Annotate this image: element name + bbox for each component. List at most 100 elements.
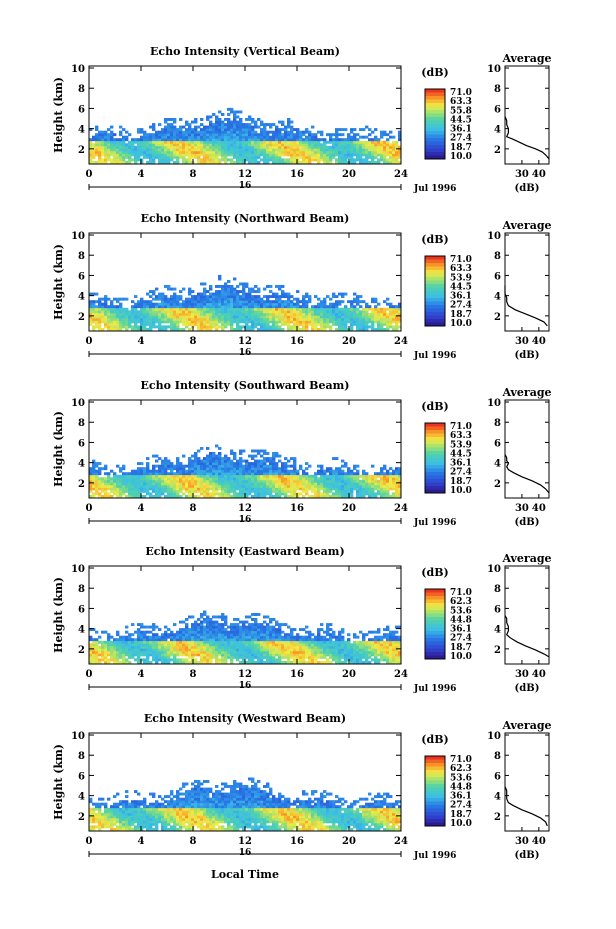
heatmap-cell <box>302 161 306 164</box>
heatmap-cell <box>368 320 372 324</box>
heatmap-cell <box>215 487 219 491</box>
heatmap-cell <box>251 462 255 466</box>
heatmap-cell <box>353 474 357 478</box>
heatmap-cell <box>95 648 99 652</box>
heatmap-cell <box>227 645 231 649</box>
heatmap-cell <box>389 148 393 152</box>
x-tick-label: 8 <box>190 503 197 514</box>
heatmap-cell <box>92 495 96 498</box>
heatmap-cell <box>221 325 225 329</box>
heatmap-cell <box>152 145 156 149</box>
heatmap-cell <box>140 143 144 147</box>
heatmap-cell <box>95 477 99 481</box>
heatmap-cell <box>107 153 111 157</box>
heatmap-cell <box>311 482 315 486</box>
heatmap-cell <box>248 310 252 314</box>
heatmap-cell <box>215 633 219 637</box>
heatmap-cell <box>164 635 168 639</box>
heatmap-cell <box>344 325 348 329</box>
heatmap-cell <box>224 628 228 632</box>
heatmap-cell <box>233 495 237 498</box>
heatmap-cell <box>296 484 300 488</box>
heatmap-cell <box>125 643 129 647</box>
heatmap-cell <box>239 469 243 473</box>
heatmap-cell <box>194 297 198 301</box>
heatmap-cell <box>131 148 135 152</box>
heatmap-cell <box>371 161 375 164</box>
heatmap-cell <box>215 640 219 644</box>
heatmap-cell <box>272 295 276 299</box>
heatmap-cell <box>374 138 378 142</box>
heatmap-cell <box>278 492 282 496</box>
heatmap-cell <box>341 474 345 478</box>
heatmap-cell <box>206 315 210 319</box>
heatmap-cell <box>257 459 261 463</box>
heatmap-cell <box>161 145 165 149</box>
heatmap-cell <box>284 457 288 461</box>
heatmap-cell <box>236 140 240 144</box>
heatmap-cell <box>131 153 135 157</box>
heatmap-cell <box>137 312 141 316</box>
heatmap-cell <box>335 310 339 314</box>
heatmap-cell <box>299 140 303 144</box>
heatmap-cell <box>224 474 228 478</box>
heatmap-cell <box>335 143 339 147</box>
heatmap-cell <box>347 484 351 488</box>
colorbar-unit: (dB) <box>421 66 448 79</box>
heatmap-cell <box>164 297 168 301</box>
heatmap-cell <box>293 158 297 162</box>
heatmap-cell <box>329 328 333 331</box>
heatmap-cell <box>278 459 282 463</box>
heatmap-cell <box>392 305 396 309</box>
heatmap-cell <box>200 300 204 304</box>
heatmap-cell <box>179 489 183 493</box>
heatmap-cell <box>128 655 132 659</box>
heatmap-cell <box>167 135 171 139</box>
heatmap-cell <box>149 290 153 294</box>
heatmap-cell <box>350 138 354 142</box>
heatmap-cell <box>317 320 321 324</box>
heatmap-cell <box>218 312 222 316</box>
heatmap-cell <box>170 650 174 654</box>
heatmap-cell <box>242 307 246 311</box>
heatmap-cell <box>317 302 321 306</box>
heatmap-cell <box>122 635 126 639</box>
heatmap-cell <box>221 459 225 463</box>
heatmap-cell <box>104 143 108 147</box>
heatmap-cell <box>344 462 348 466</box>
heatmap-cell <box>389 135 393 139</box>
heatmap-cell <box>338 292 342 296</box>
heatmap-cell <box>320 153 324 157</box>
heatmap-cell <box>146 462 150 466</box>
heatmap-cell <box>206 158 210 162</box>
heatmap-cell <box>242 148 246 152</box>
heatmap-cell <box>221 317 225 321</box>
heatmap-cell <box>290 128 294 132</box>
heatmap-cell <box>167 143 171 147</box>
heatmap-cell <box>152 495 156 498</box>
heatmap-cell <box>104 133 108 137</box>
heatmap-cell <box>326 322 330 326</box>
heatmap-cell <box>188 290 192 294</box>
heatmap-cell <box>335 150 339 154</box>
heatmap-cell <box>113 479 117 483</box>
heatmap-cell <box>140 320 144 324</box>
heatmap-cell <box>143 315 147 319</box>
heatmap-cell <box>215 125 219 129</box>
heatmap-cell <box>362 317 366 321</box>
heatmap-cell <box>242 459 246 463</box>
heatmap-cell <box>269 489 273 493</box>
heatmap-cell <box>173 135 177 139</box>
heatmap-cell <box>194 658 198 662</box>
heatmap-cell <box>239 328 243 331</box>
heatmap-cell <box>371 320 375 324</box>
heatmap-cell <box>92 328 96 331</box>
heatmap-cell <box>113 650 117 654</box>
heatmap-cell <box>305 479 309 483</box>
heatmap-cell <box>287 322 291 326</box>
heatmap-cell <box>218 135 222 139</box>
heatmap-cell <box>380 495 384 498</box>
heatmap-cell <box>221 469 225 473</box>
heatmap-cell <box>176 307 180 311</box>
heatmap-cell <box>188 287 192 291</box>
